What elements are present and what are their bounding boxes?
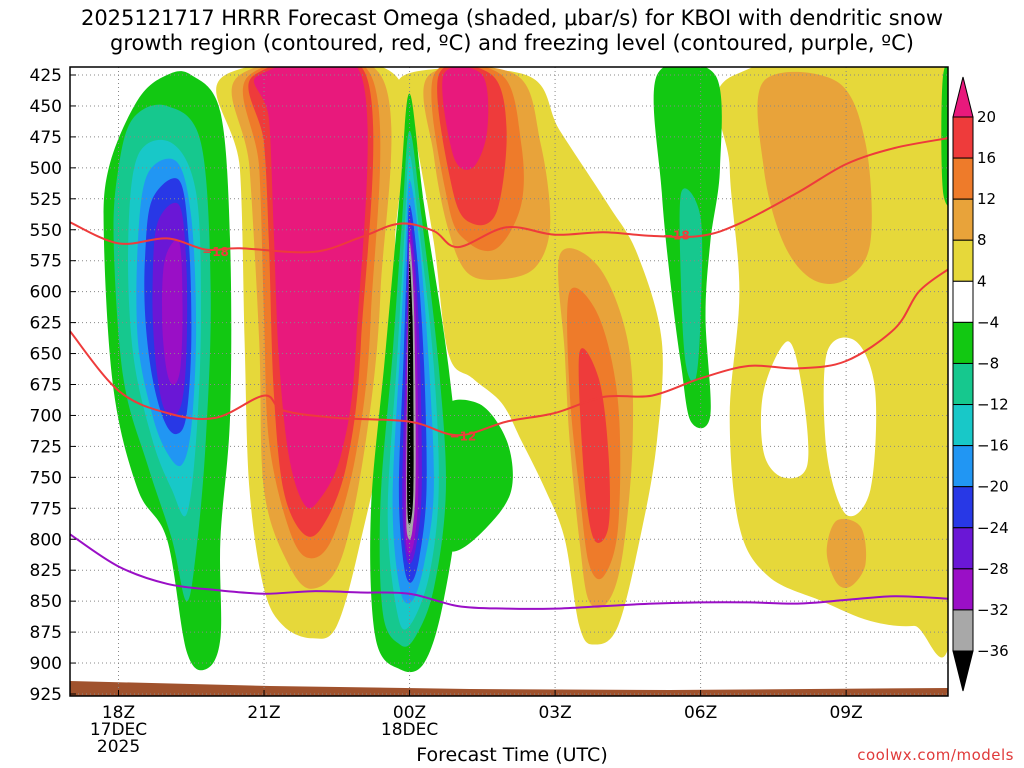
y-tick-label: 625 xyxy=(30,314,62,334)
colorbar-label: −8 xyxy=(977,354,999,372)
x-tick-label: 09Z xyxy=(829,703,862,723)
y-tick-label: 450 xyxy=(30,97,62,117)
x-tick-label: 06Z xyxy=(684,703,717,723)
y-tick-label: 675 xyxy=(30,376,62,396)
y-tick-label: 900 xyxy=(30,654,62,674)
y-tick-label: 550 xyxy=(30,221,62,241)
y-tick-label: 800 xyxy=(30,530,62,550)
y-tick-label: 525 xyxy=(30,190,62,210)
y-tick-label: 575 xyxy=(30,252,62,272)
colorbar-label: −20 xyxy=(977,478,1009,496)
colorbar-swatch xyxy=(953,528,973,569)
y-tick-label: 600 xyxy=(30,283,62,303)
x-tick-label: 18DEC xyxy=(381,720,438,740)
colorbar-swatch xyxy=(953,240,973,281)
colorbar-swatch xyxy=(953,569,973,610)
omega-time-height-chart: −18 −12 −18 425 450 475 500 525 550 575 600 625 650 6… xyxy=(0,0,1024,768)
colorbar-bottom-triangle xyxy=(953,651,973,691)
y-tick-label: 475 xyxy=(30,128,62,148)
colorbar-label: 12 xyxy=(977,190,996,208)
y-tick-label: 425 xyxy=(30,66,62,86)
y-tick-label: 875 xyxy=(30,623,62,643)
colorbar-label: −28 xyxy=(977,560,1009,578)
colorbar-swatch xyxy=(953,487,973,528)
y-tick-label: 650 xyxy=(30,345,62,365)
colorbar-label: −24 xyxy=(977,519,1009,537)
colorbar-label: −36 xyxy=(977,642,1009,660)
colorbar-swatch xyxy=(953,117,973,158)
y-tick-label: 825 xyxy=(30,561,62,581)
isotherm-label: −18 xyxy=(202,245,229,259)
y-tick-label: 775 xyxy=(30,499,62,519)
colorbar-swatch xyxy=(953,405,973,446)
y-tick-label: 850 xyxy=(30,592,62,612)
isotherm-label: −12 xyxy=(450,429,477,443)
colorbar-swatch xyxy=(953,199,973,240)
colorbar: 20 16 12 8 4 −4 −8 −12 −16 −20 −24 −28 −32 −36 xyxy=(953,77,1009,691)
colorbar-swatch xyxy=(953,281,973,322)
colorbar-label: −12 xyxy=(977,396,1009,414)
y-tick-label: 700 xyxy=(30,406,62,426)
colorbar-swatch xyxy=(953,610,973,651)
colorbar-label: −32 xyxy=(977,601,1009,619)
x-tick-label: 03Z xyxy=(538,703,571,723)
colorbar-label: −16 xyxy=(977,437,1009,455)
colorbar-swatch xyxy=(953,363,973,404)
y-tick-label: 725 xyxy=(30,437,62,457)
colorbar-label: 4 xyxy=(977,272,987,290)
colorbar-label: 16 xyxy=(977,149,996,167)
terrain-strip xyxy=(70,681,948,696)
x-tick-label: 21Z xyxy=(247,703,280,723)
y-tick-label: 925 xyxy=(30,685,62,705)
colorbar-swatch xyxy=(953,446,973,487)
credit-link[interactable]: coolwx.com/models xyxy=(857,746,1014,764)
colorbar-label: 8 xyxy=(977,231,987,249)
colorbar-label: −4 xyxy=(977,313,999,331)
colorbar-top-triangle xyxy=(953,77,973,117)
y-tick-label: 500 xyxy=(30,159,62,179)
isotherm-label: −18 xyxy=(663,229,690,243)
colorbar-label: 20 xyxy=(977,108,996,126)
colorbar-swatch xyxy=(953,158,973,199)
colorbar-swatch xyxy=(953,322,973,363)
y-tick-label: 750 xyxy=(30,468,62,488)
